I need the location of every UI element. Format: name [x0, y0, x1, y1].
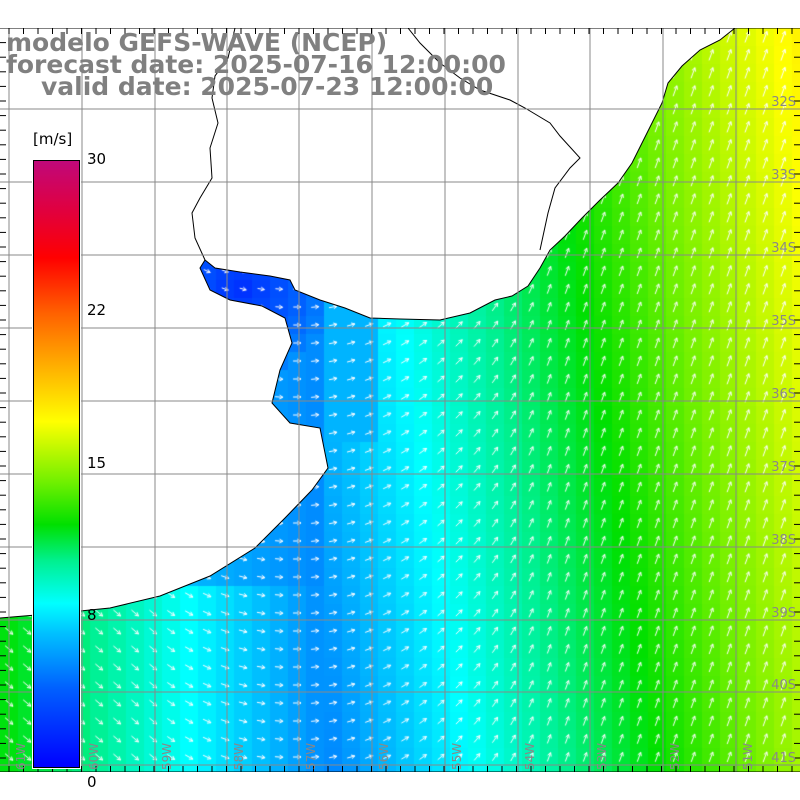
- latitude-label: 36S: [771, 387, 796, 402]
- colorbar-unit: [m/s]: [33, 130, 73, 148]
- latitude-label: 34S: [771, 241, 796, 256]
- latitude-label: 38S: [771, 533, 796, 548]
- wind-map: 32S 33S 34S 35S 36S 37S 38S 39S 40S 41S 61W 60W 59W…: [0, 28, 800, 772]
- river-border: [191, 28, 236, 261]
- longitude-label: 57W: [304, 742, 318, 770]
- longitude-label: 59W: [160, 742, 174, 770]
- longitude-label: 58W: [232, 742, 246, 770]
- latitude-label: 37S: [771, 460, 796, 475]
- longitude-label: 60W: [87, 742, 101, 770]
- model-title: modelo GEFS-WAVE (NCEP): [6, 28, 388, 57]
- forecast-date: forecast date: 2025-07-16 12:00:00: [6, 50, 506, 79]
- latitude-label: 33S: [771, 168, 796, 183]
- axis-ticks: [0, 28, 800, 772]
- colorbar-label-30: 30: [87, 150, 107, 168]
- longitude-label: 53W: [595, 742, 609, 770]
- longitude-label: 51W: [741, 742, 755, 770]
- latitude-label: 32S: [771, 95, 796, 110]
- valid-date: valid date: 2025-07-23 12:00:00: [41, 72, 494, 101]
- colorbar-label-15: 15: [87, 454, 107, 472]
- colorbar-label-22: 22: [87, 301, 107, 319]
- colorbar: [32, 159, 81, 769]
- latitude-label: 39S: [771, 606, 796, 621]
- graticule: [0, 28, 800, 772]
- colorbar-label-8: 8: [87, 606, 97, 624]
- land-mass: [0, 28, 800, 618]
- country-border: [407, 28, 581, 251]
- latitude-label: 41S: [771, 751, 796, 766]
- longitude-label: 56W: [377, 742, 391, 770]
- coastline: [0, 28, 736, 619]
- map-overlay: [0, 28, 800, 772]
- longitude-label: 55W: [450, 742, 464, 770]
- longitude-label: 54W: [523, 742, 537, 770]
- longitude-label: 52W: [668, 742, 682, 770]
- latitude-label: 35S: [771, 314, 796, 329]
- latitude-label: 40S: [771, 678, 796, 693]
- longitude-label: 61W: [14, 742, 28, 770]
- colorbar-label-0: 0: [87, 773, 97, 791]
